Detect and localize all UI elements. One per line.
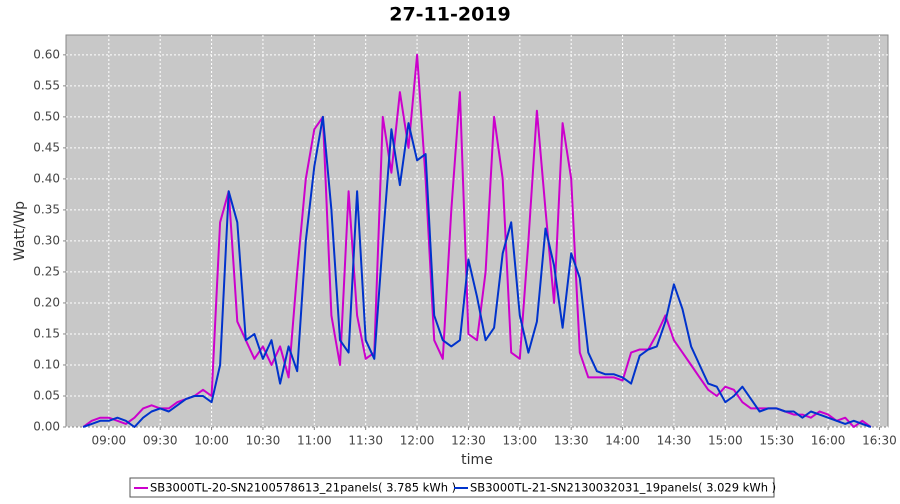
x-tick-label: 15:00 <box>708 434 743 448</box>
y-tick-label: 0.45 <box>33 140 60 154</box>
x-tick-label: 15:30 <box>759 434 794 448</box>
x-tick-label: 13:00 <box>503 434 538 448</box>
series-line <box>82 53 872 428</box>
y-tick-label: 0.05 <box>33 388 60 402</box>
y-tick-label: 0.35 <box>33 202 60 216</box>
x-tick-label: 11:30 <box>348 434 383 448</box>
x-tick-label: 09:00 <box>92 434 127 448</box>
x-tick-label: 09:30 <box>143 434 178 448</box>
y-tick-label: 0.20 <box>33 295 60 309</box>
y-tick-label: 0.60 <box>33 47 60 61</box>
legend <box>129 477 775 498</box>
plot-area <box>65 34 889 428</box>
y-tick-label: 0.25 <box>33 264 60 278</box>
y-axis-label: Watt/Wp <box>12 201 28 261</box>
x-tick-label: 11:00 <box>297 434 332 448</box>
y-tick-label: 0.50 <box>33 109 60 123</box>
chart-title: 27-11-2019 <box>389 4 511 26</box>
x-tick-label: 13:30 <box>554 434 589 448</box>
x-tick-label: 12:30 <box>451 434 486 448</box>
y-tick-label: 0.15 <box>33 326 60 340</box>
y-tick-label: 0.40 <box>33 171 60 185</box>
y-tick-label: 0.30 <box>33 233 60 247</box>
y-tick-label: 0.00 <box>33 420 60 434</box>
legend-label: SB3000TL-20-SN2100578613_21panels( 3.785… <box>150 481 456 495</box>
x-tick-label: 10:30 <box>246 434 281 448</box>
x-tick-label: 10:00 <box>194 434 229 448</box>
y-tick-label: 0.10 <box>33 357 60 371</box>
x-tick-label: 16:00 <box>811 434 846 448</box>
series-line <box>82 115 872 428</box>
x-tick-label: 14:30 <box>657 434 692 448</box>
x-tick-label: 16:30 <box>862 434 897 448</box>
x-tick-label: 14:00 <box>605 434 640 448</box>
y-tick-label: 0.55 <box>33 78 60 92</box>
legend-label: SB3000TL-21-SN2130032031_19panels( 3.029… <box>470 481 776 495</box>
x-axis-label: time <box>461 452 493 468</box>
x-tick-label: 12:00 <box>400 434 435 448</box>
